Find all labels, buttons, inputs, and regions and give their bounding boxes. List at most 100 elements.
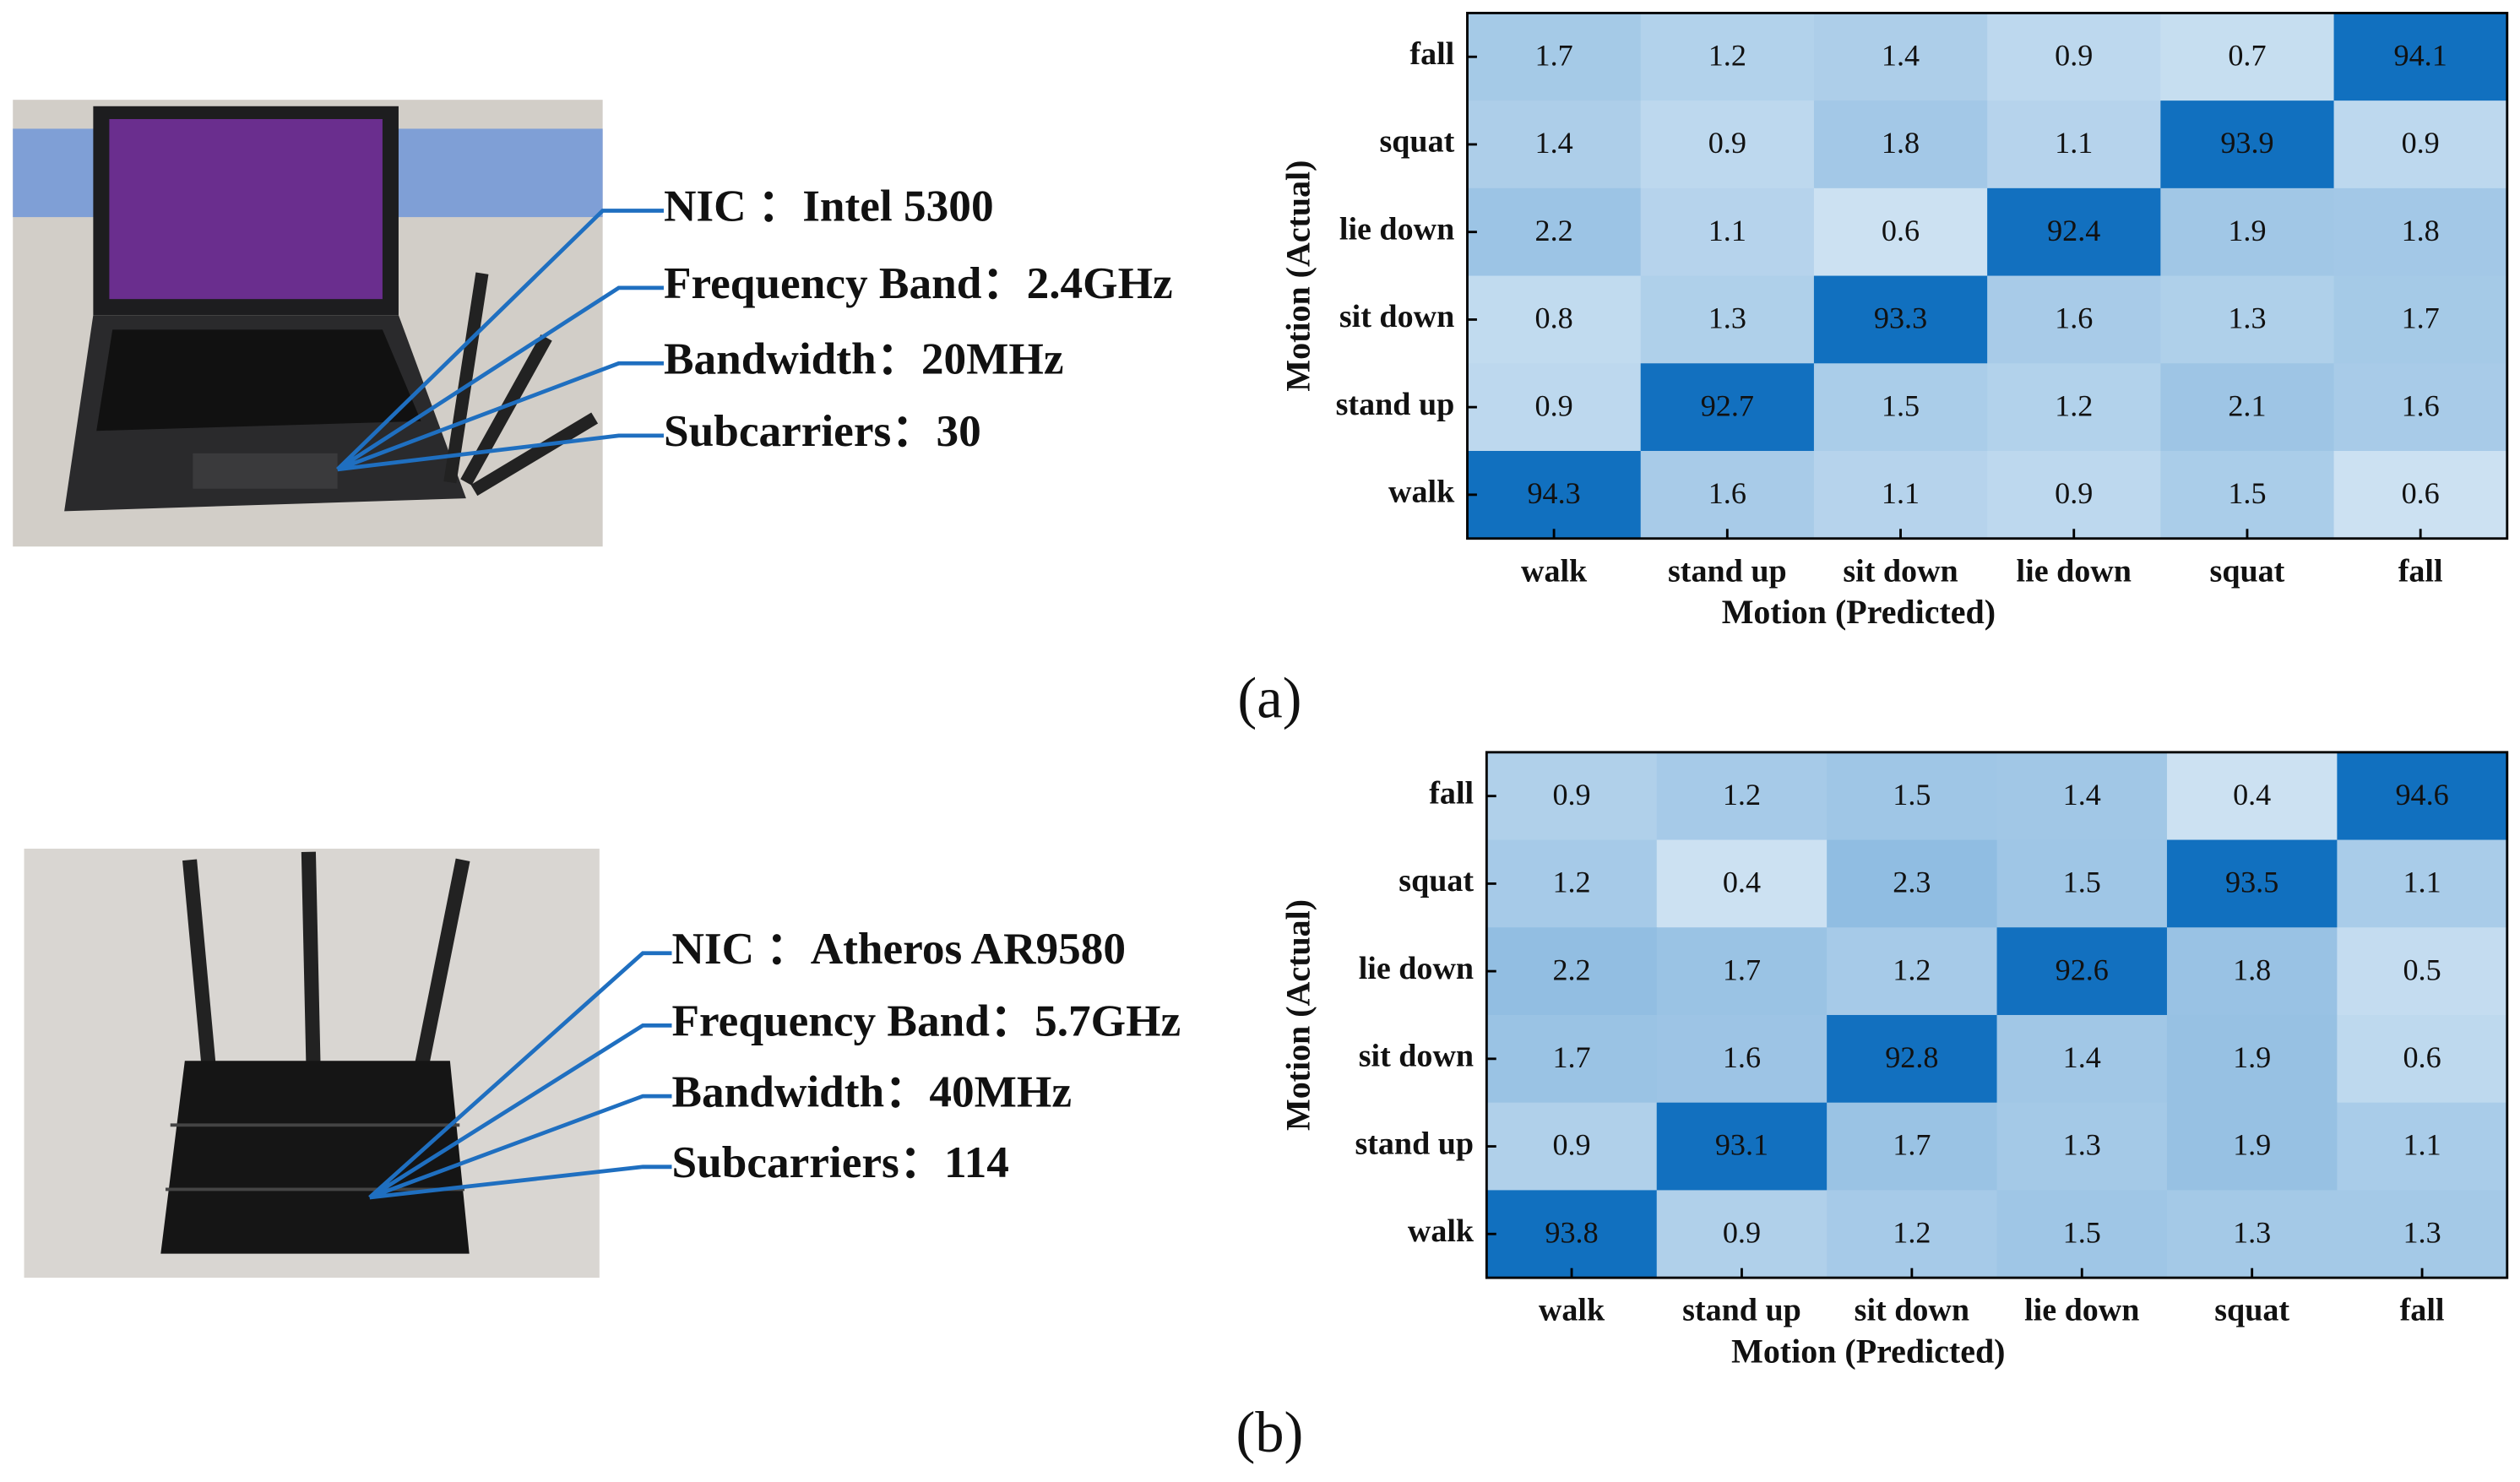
cell-label: 93.9 <box>2220 126 2273 160</box>
cell-label: 1.5 <box>1882 388 1920 422</box>
x-axis-title: Motion (Predicted) <box>1722 593 1996 631</box>
heatmap-cell <box>1486 1014 1658 1104</box>
heatmap-cell <box>1827 927 1998 1016</box>
heatmap-cell <box>1827 1102 1998 1192</box>
heatmap-cell <box>1467 100 1642 189</box>
cell-label: 1.7 <box>1893 1128 1931 1162</box>
heatmap-cell <box>2160 275 2335 365</box>
heatmap-cell <box>1996 927 2168 1016</box>
heatmap-cell <box>1813 275 1989 365</box>
cell-label: 0.6 <box>1882 214 1920 247</box>
heatmap-cell <box>1813 363 1989 452</box>
spec-text: NIC ：Atheros AR9580 <box>671 924 1126 974</box>
y-tick-label: stand up <box>1355 1126 1474 1161</box>
heatmap-cell <box>1813 450 1989 540</box>
cell-label: 0.9 <box>1552 778 1590 812</box>
cell-label: 1.4 <box>1882 38 1920 72</box>
x-tick-label: sit down <box>1855 1293 1969 1328</box>
x-tick-label: stand up <box>1668 553 1787 589</box>
heatmap-cell <box>2160 187 2335 277</box>
y-axis-title: Motion (Actual) <box>1279 899 1317 1131</box>
heatmap-cell <box>2337 752 2508 841</box>
heatmap-cell <box>2166 752 2338 841</box>
cell-label: 2.3 <box>1893 866 1931 899</box>
spec-text: Frequency Band：2.4GHz <box>664 258 1173 308</box>
heatmap-cell <box>2333 363 2508 452</box>
cell-label: 1.6 <box>1723 1040 1761 1074</box>
cell-label: 1.5 <box>2228 476 2266 510</box>
heatmap-cell <box>1486 1190 1658 1279</box>
heatmap-cell <box>1987 13 2162 102</box>
cell-label: 93.3 <box>1874 301 1927 335</box>
cell-label: 0.9 <box>1535 388 1573 422</box>
x-tick-label: squat <box>2214 1293 2289 1328</box>
y-tick-label: lie down <box>1359 951 1474 986</box>
heatmap-cell <box>1996 1102 2168 1192</box>
heatmap-cell <box>1827 752 1998 841</box>
heatmap-cell <box>1996 1014 2168 1104</box>
heatmap-cell <box>1987 275 2162 365</box>
heatmap-cell <box>1656 752 1828 841</box>
heatmap-cell <box>1827 1014 1998 1104</box>
heatmap-cell <box>2160 13 2335 102</box>
cell-label: 1.1 <box>1708 214 1746 247</box>
heatmap-cell <box>1987 187 2162 277</box>
cell-label: 0.4 <box>1723 866 1761 899</box>
cell-label: 1.2 <box>1708 38 1746 72</box>
cell-label: 0.9 <box>2055 476 2093 510</box>
heatmap-cell <box>2337 1014 2508 1104</box>
cell-label: 1.2 <box>1893 1215 1931 1249</box>
cell-label: 1.2 <box>1893 953 1931 986</box>
heatmap-cell <box>2160 450 2335 540</box>
heatmap-cell <box>1987 363 2162 452</box>
y-axis-title: Motion (Actual) <box>1279 160 1317 392</box>
heatmap-cell <box>1640 275 1815 365</box>
cell-label: 92.6 <box>2056 953 2109 986</box>
heatmap-cell <box>1656 927 1828 1016</box>
heatmap-cell <box>1486 752 1658 841</box>
cell-label: 93.5 <box>2225 866 2278 899</box>
x-tick-label: walk <box>1539 1293 1605 1328</box>
x-tick-label: stand up <box>1682 1293 1801 1328</box>
y-tick-label: sit down <box>1339 299 1454 334</box>
heatmap-cell <box>1486 927 1658 1016</box>
heatmap-cell <box>2337 839 2508 929</box>
y-tick-label: stand up <box>1336 387 1455 422</box>
x-tick-label: lie down <box>2017 553 2132 589</box>
cell-label: 1.8 <box>1882 126 1920 160</box>
heatmap-cell <box>1467 187 1642 277</box>
cell-label: 1.4 <box>1535 126 1573 160</box>
heatmap-cell <box>1467 13 1642 102</box>
y-tick-label: walk <box>1388 475 1455 510</box>
cell-label: 93.1 <box>1715 1128 1768 1162</box>
y-tick-label: sit down <box>1359 1039 1474 1074</box>
laptop-photo <box>13 100 603 547</box>
heatmap-cell <box>1827 839 1998 929</box>
cell-label: 1.2 <box>1723 778 1761 812</box>
spec-text: Subcarriers：114 <box>671 1137 1008 1187</box>
y-tick-label: squat <box>1379 124 1454 160</box>
callout-lines <box>368 951 672 1200</box>
y-tick-label: lie down <box>1339 211 1454 247</box>
y-tick-label: walk <box>1408 1213 1475 1249</box>
heatmap-cell <box>1486 1102 1658 1192</box>
heatmap-cell <box>1656 839 1828 929</box>
cell-label: 1.1 <box>2403 1128 2441 1162</box>
cell-label: 94.1 <box>2394 38 2447 72</box>
cell-label: 1.1 <box>2403 866 2441 899</box>
heatmap-cell <box>1996 839 2168 929</box>
heatmap-cell <box>1486 839 1658 929</box>
cell-label: 0.4 <box>2233 778 2271 812</box>
heatmap-cell <box>1640 450 1815 540</box>
cell-label: 1.3 <box>2063 1128 2101 1162</box>
heatmap-cell <box>1813 13 1989 102</box>
cell-label: 92.4 <box>2047 214 2100 247</box>
cell-label: 1.9 <box>2228 214 2266 247</box>
x-tick-label: squat <box>2210 553 2285 589</box>
heatmap-cell <box>1640 13 1815 102</box>
heatmap-cell <box>1467 450 1642 540</box>
x-tick-label: sit down <box>1843 553 1958 589</box>
cell-label: 1.4 <box>2063 1040 2101 1074</box>
heatmap-cell <box>1467 275 1642 365</box>
